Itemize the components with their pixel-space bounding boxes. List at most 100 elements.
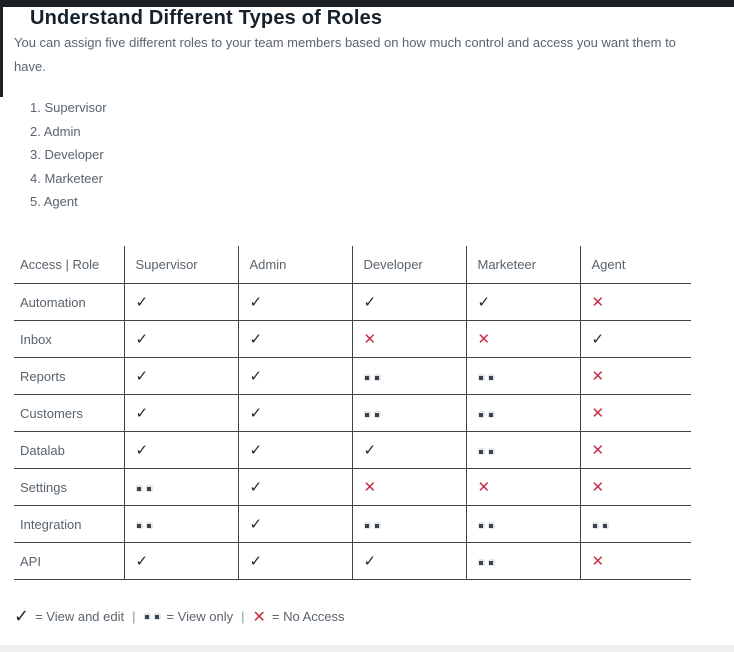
check-icon: ✓ — [135, 404, 149, 422]
access-cell: ✓ — [237, 431, 353, 469]
check-icon: ✓ — [363, 552, 377, 570]
cross-icon: ✕ — [591, 441, 605, 459]
view-only-dots-icon — [477, 410, 495, 418]
access-cell: ✓ — [237, 357, 353, 395]
feature-cell: Settings — [14, 468, 125, 506]
feature-cell: Customers — [14, 394, 125, 432]
access-cell: ✓ — [351, 283, 467, 321]
access-cell: ✕ — [579, 468, 691, 506]
access-cell: ✕ — [579, 357, 691, 395]
access-cell: ✓ — [123, 542, 239, 580]
roles-list-item: 3. Developer — [30, 147, 104, 162]
access-cell: ✕ — [465, 468, 581, 506]
roles-list-item: 4. Marketeer — [30, 170, 103, 186]
access-cell: ✕ — [579, 542, 691, 580]
access-cell — [123, 468, 239, 506]
access-cell: ✓ — [351, 542, 467, 580]
cross-icon: ✕ — [363, 478, 377, 496]
cross-icon: ✕ — [591, 293, 605, 311]
access-cell — [465, 542, 581, 580]
access-cell: ✓ — [237, 542, 353, 580]
legend: ✓ = View and edit | = View only | ✕ = No Acces… — [14, 606, 720, 627]
access-cell: ✓ — [351, 431, 467, 469]
view-only-dots-icon — [477, 447, 495, 455]
view-only-dots-icon — [135, 484, 153, 492]
cross-icon: ✕ — [477, 478, 491, 496]
view-only-dots-icon — [143, 613, 161, 620]
access-cell — [465, 431, 581, 469]
access-cell: ✓ — [465, 283, 581, 321]
top-black-bar — [0, 0, 734, 7]
table-row: API ✓ ✓ ✓ ✕ — [14, 542, 691, 580]
access-cell — [351, 394, 467, 432]
check-icon: ✓ — [14, 606, 30, 627]
article: Understand Different Types of Roles You … — [0, 7, 734, 627]
column-header: Admin — [237, 245, 353, 284]
roles-list-item: 5. Agent — [30, 194, 78, 209]
page-title: Understand Different Types of Roles — [30, 7, 383, 29]
intro-text: You can assign five different roles to y… — [14, 35, 676, 74]
view-only-dots-icon — [363, 521, 381, 529]
access-cell — [465, 357, 581, 395]
check-icon: ✓ — [249, 552, 263, 570]
access-cell — [351, 505, 467, 543]
bottom-strip — [0, 645, 734, 652]
table-row: Settings ✓ ✕ ✕ ✕ — [14, 468, 691, 506]
access-cell: ✕ — [465, 320, 581, 358]
check-icon: ✓ — [249, 478, 263, 496]
legend-label: = No Access — [271, 609, 345, 624]
table-header-row: Access | Role Supervisor Admin Developer Mar… — [14, 245, 691, 284]
roles-list: 1. Supervisor 2. Admin 3. Developer 4. Mark… — [30, 96, 720, 214]
column-header: Access | Role — [14, 245, 125, 284]
feature-cell: Integration — [14, 505, 125, 543]
check-icon: ✓ — [135, 552, 149, 570]
access-cell: ✓ — [237, 394, 353, 432]
table-row: Customers ✓ ✓ ✕ — [14, 394, 691, 432]
check-icon: ✓ — [363, 441, 377, 459]
table-row: Integration ✓ — [14, 505, 691, 543]
check-icon: ✓ — [249, 515, 263, 533]
feature-cell: API — [14, 542, 125, 580]
cross-icon: ✕ — [363, 330, 377, 348]
check-icon: ✓ — [591, 330, 605, 348]
roles-list-item: 2. Admin — [30, 123, 81, 139]
check-icon: ✓ — [135, 441, 149, 459]
access-cell — [123, 505, 239, 543]
access-cell: ✓ — [237, 283, 353, 321]
access-cell — [579, 505, 691, 543]
view-only-dots-icon — [363, 410, 381, 418]
access-cell: ✓ — [123, 394, 239, 432]
column-header: Supervisor — [123, 245, 239, 284]
check-icon: ✓ — [363, 293, 377, 311]
roles-access-table: Access | Role Supervisor Admin Developer Mar… — [14, 245, 691, 580]
feature-cell: Datalab — [14, 431, 125, 469]
feature-cell: Inbox — [14, 320, 125, 358]
column-header: Developer — [351, 245, 467, 284]
column-header: Agent — [579, 245, 691, 284]
check-icon: ✓ — [135, 293, 149, 311]
legend-label: = View and edit — [35, 609, 125, 624]
check-icon: ✓ — [249, 293, 263, 311]
legend-separator: | — [132, 609, 136, 624]
view-only-dots-icon — [477, 521, 495, 529]
view-only-dots-icon — [477, 558, 495, 566]
access-cell: ✓ — [123, 357, 239, 395]
table-row: Inbox ✓ ✓ ✕ ✕ ✓ — [14, 320, 691, 358]
feature-cell: Reports — [14, 357, 125, 395]
access-cell: ✓ — [123, 431, 239, 469]
access-cell: ✕ — [351, 468, 467, 506]
access-cell: ✓ — [237, 468, 353, 506]
cross-icon: ✕ — [591, 552, 605, 570]
cross-icon: ✕ — [591, 478, 605, 496]
table-row: Reports ✓ ✓ ✕ — [14, 357, 691, 395]
cross-icon: ✕ — [477, 330, 491, 348]
view-only-dots-icon — [135, 521, 153, 529]
left-edge-line — [0, 0, 3, 97]
legend-label: = View only — [166, 609, 234, 624]
access-cell: ✓ — [579, 320, 691, 358]
access-cell: ✕ — [351, 320, 467, 358]
check-icon: ✓ — [249, 330, 263, 348]
feature-cell: Automation — [14, 283, 125, 321]
check-icon: ✓ — [477, 293, 491, 311]
table-row: Datalab ✓ ✓ ✓ ✕ — [14, 431, 691, 469]
